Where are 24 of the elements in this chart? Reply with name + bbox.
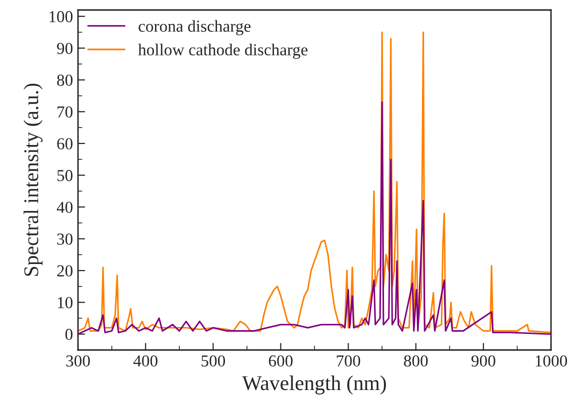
y-tick-label: 80	[57, 74, 73, 86]
y-tick-label: 70	[58, 106, 73, 118]
y-tick-label: 10	[58, 297, 73, 308]
y-tick-label: 20	[57, 265, 73, 277]
x-tick-label: 800	[404, 355, 428, 367]
y-tick-label: 40	[56, 202, 73, 213]
y-tick-label: 0	[65, 328, 73, 340]
x-tick-label: 600	[268, 355, 293, 367]
x-tick-label: 900	[471, 355, 496, 367]
x-tick-label: 300	[66, 355, 90, 367]
x-tick-label: 700	[336, 355, 360, 367]
y-tick-label: 50	[57, 170, 73, 182]
y-tick-label: 30	[57, 233, 73, 245]
legend-label: corona discharge	[138, 20, 250, 36]
x-axis-title: Wavelength (nm)	[242, 376, 386, 394]
y-axis-title: Spectral intensity (a.u.)	[24, 84, 43, 276]
x-tick-label: 1000	[536, 355, 568, 367]
x-tick-label: 400	[133, 355, 158, 367]
legend-label: hollow cathode discharge	[138, 44, 308, 59]
y-tick-label: 90	[57, 42, 73, 54]
line-series	[78, 101, 551, 335]
y-tick-label: 100	[50, 11, 73, 22]
x-tick-label: 500	[202, 355, 226, 367]
y-tick-label: 60	[57, 138, 73, 150]
